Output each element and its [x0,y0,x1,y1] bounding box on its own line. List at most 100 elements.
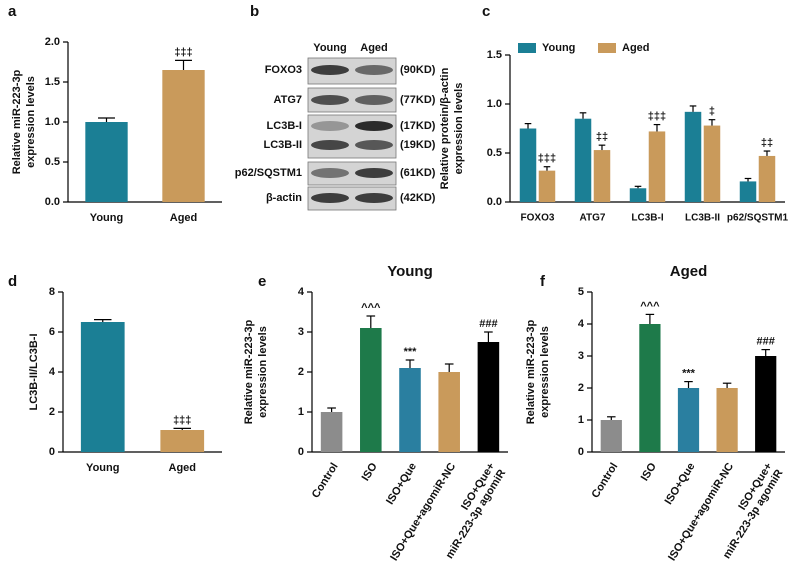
bar [80,322,125,452]
blot-weight: (90KD) [400,64,436,76]
y-tick-label: 2.0 [45,36,60,48]
blot-band [355,168,393,178]
x-tick-label: p62/SQSTM1 [727,213,789,224]
bar [162,70,205,202]
x-tick-label: Control [310,461,341,501]
bar [739,181,757,202]
blot-column: Aged [360,42,388,54]
x-tick-label: ATG7 [580,213,606,224]
y-tick-label: 6 [49,326,55,338]
blot-protein: FOXO3 [265,64,302,76]
y-axis-label: LC3B-II/LC3B-I [28,334,40,411]
bar [703,125,721,202]
y-tick-label: 0.5 [45,156,60,168]
bar [677,388,700,452]
blot-protein: LC3B-II [264,139,303,151]
legend-label: Young [542,42,575,54]
significance-mark: ### [479,318,497,330]
blot-band [311,65,349,75]
bar [360,328,382,452]
y-tick-label: 1.5 [45,76,60,88]
blot-membrane [307,161,397,186]
y-axis-label: expression levels [25,76,37,168]
x-tick-label-line: ISO+Que [384,461,419,507]
y-tick-label: 1.0 [45,116,60,128]
x-tick-label: Young [86,462,119,474]
significance-mark: ‡‡‡ [173,414,191,426]
blot-band [355,140,393,150]
y-axis-label: expression levels [453,83,465,175]
significance-mark: ### [757,336,775,348]
legend-label: Aged [622,42,650,54]
blot-protein: LC3B-I [267,120,302,132]
x-tick-label: ISO [360,460,380,483]
significance-mark: ‡‡‡ [174,46,192,58]
panel-label: a [8,3,17,20]
blot-weight: (42KD) [400,192,436,204]
y-tick-label: 4 [298,286,305,298]
x-tick-label: Aged [169,462,197,474]
significance-mark: ‡‡ [596,131,608,143]
y-tick-label: 0 [578,446,584,458]
panel-title: Aged [670,263,708,280]
panel-label: d [8,273,17,290]
significance-mark: ‡ [709,106,715,118]
significance-mark: ^^^ [361,302,381,314]
x-tick-label: Control [589,461,620,501]
x-tick-label: LC3B-I [631,213,663,224]
y-tick-label: 1 [578,414,584,426]
y-tick-label: 0 [298,446,304,458]
significance-mark: ^^^ [640,300,660,312]
bar [160,430,205,452]
y-tick-label: 3 [578,350,584,362]
blot-membrane [307,186,397,211]
blot-band [311,168,349,178]
blot-column: Young [313,42,346,54]
blot-band [311,193,349,203]
blot-protein: p62/SQSTM1 [235,167,302,179]
x-tick-label: Young [90,212,123,224]
y-axis-label: Relative miR-223-3p [243,319,255,424]
panel-label: c [482,3,490,20]
y-tick-label: 2 [578,382,584,394]
y-tick-label: 1.5 [487,49,502,61]
panel-label: f [540,273,546,290]
bar [438,372,460,452]
y-tick-label: 0.0 [45,196,60,208]
bar [684,111,702,202]
blot-band [311,95,349,105]
blot-weight: (19KD) [400,139,436,151]
y-tick-label: 4 [578,318,585,330]
bar [538,170,556,202]
blot-band [355,65,393,75]
panel-title: Young [387,263,433,280]
blot-weight: (77KD) [400,94,436,106]
x-tick-label-line: Control [589,461,620,501]
blot-band [311,121,349,131]
x-tick-label-line: ISO+Que [663,461,698,507]
panel-label: e [258,273,266,290]
bar [639,324,661,452]
x-tick-label: ISO [639,460,659,483]
blot-membrane [307,114,397,159]
blot-weight: (17KD) [400,120,436,132]
y-axis-label: Relative miR-223-3p [525,319,537,424]
blot-protein: ATG7 [273,94,302,106]
bar [320,412,343,452]
x-tick-label: ISO+Que [663,461,698,507]
x-tick-label: Aged [170,212,198,224]
y-tick-label: 0 [49,446,55,458]
y-tick-label: 3 [298,326,304,338]
y-tick-label: 2 [298,366,304,378]
legend-swatch [598,43,616,53]
bar [629,188,647,202]
x-tick-label: FOXO3 [521,213,555,224]
bar [716,388,738,452]
x-tick-label: LC3B-II [685,213,720,224]
x-tick-label-line: Control [310,461,341,501]
panel-label: b [250,3,259,20]
blot-weight: (61KD) [400,167,436,179]
significance-mark: ‡‡ [761,137,773,149]
y-tick-label: 1.0 [487,98,502,110]
